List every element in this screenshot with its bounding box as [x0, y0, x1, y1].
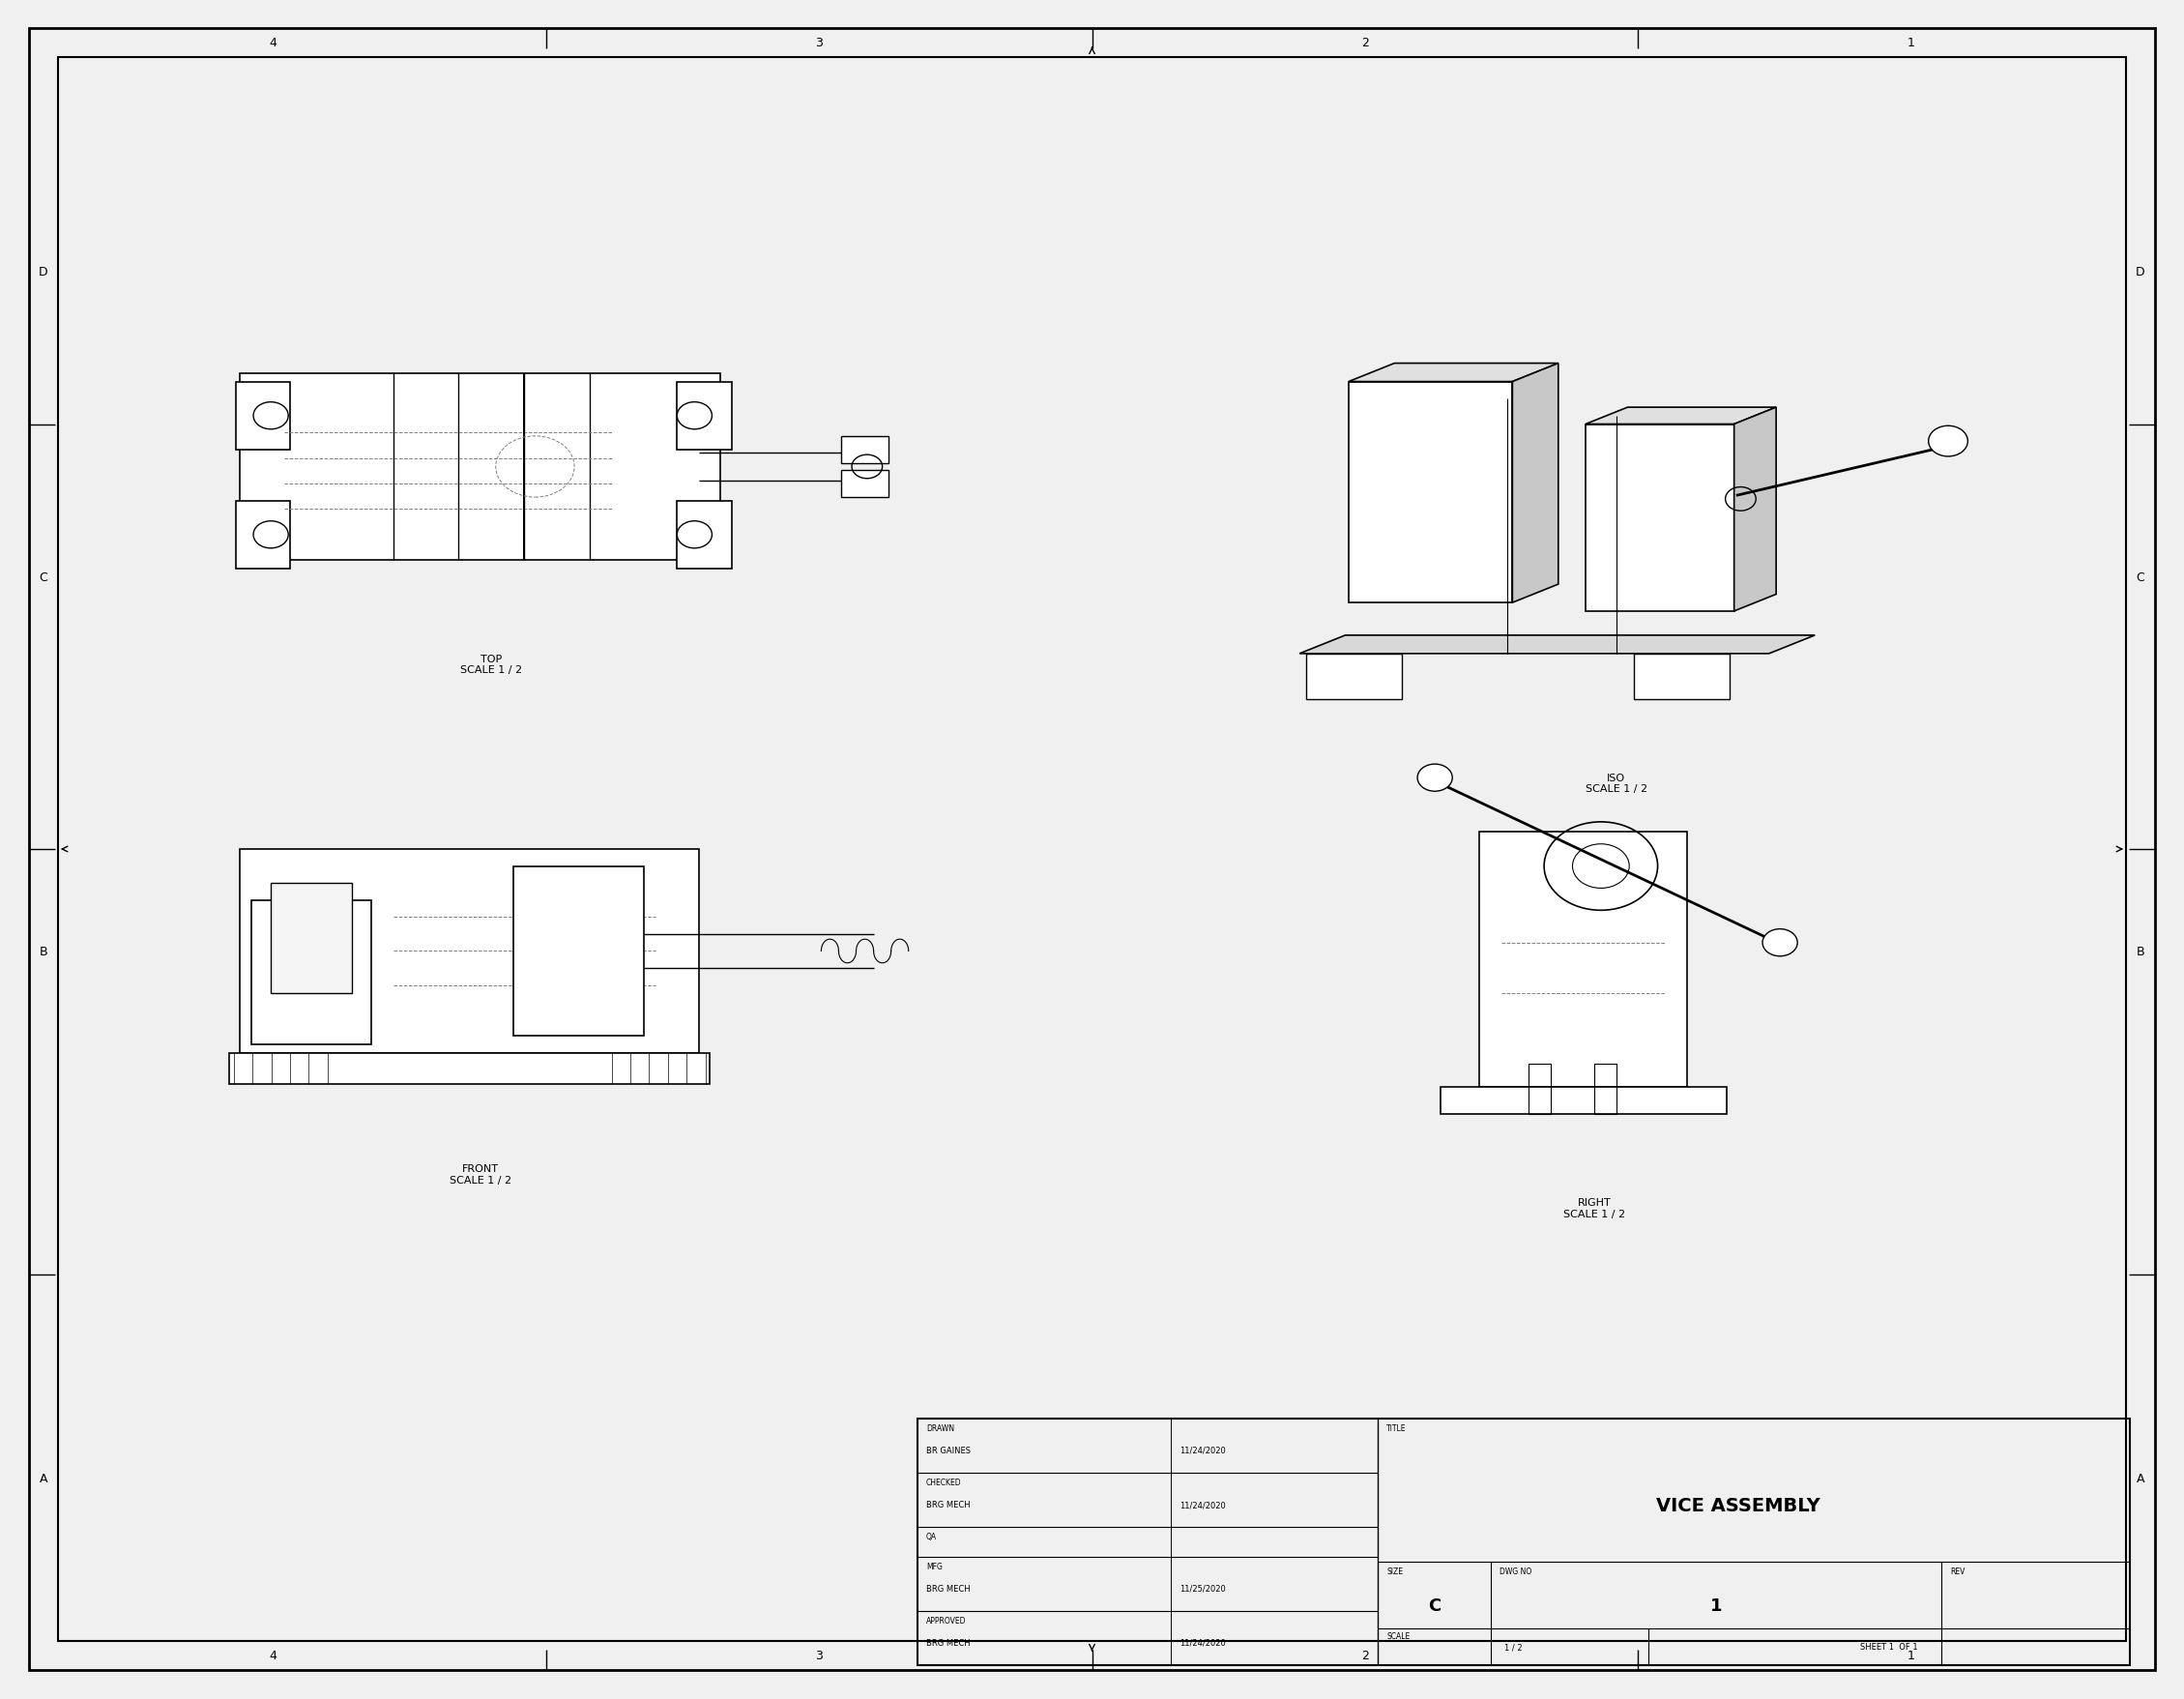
Bar	[677, 501, 732, 569]
Bar	[513, 866, 644, 1036]
Text: C: C	[1428, 1595, 1441, 1614]
Polygon shape	[1511, 364, 1559, 603]
Circle shape	[1928, 426, 1968, 457]
Text: BRG MECH: BRG MECH	[926, 1500, 970, 1509]
Text: 4: 4	[269, 37, 277, 49]
Polygon shape	[1586, 425, 1734, 612]
Text: VICE ASSEMBLY: VICE ASSEMBLY	[1655, 1495, 1821, 1514]
Text: MFG: MFG	[926, 1561, 941, 1570]
Text: QA: QA	[926, 1532, 937, 1541]
Text: 11/25/2020: 11/25/2020	[1179, 1583, 1225, 1592]
Text: SHEET 1  OF 1: SHEET 1 OF 1	[1861, 1643, 1918, 1651]
Text: TITLE: TITLE	[1387, 1424, 1406, 1432]
Text: C: C	[39, 571, 48, 584]
Text: DWG NO: DWG NO	[1500, 1566, 1531, 1575]
Circle shape	[1417, 765, 1452, 792]
Bar	[677, 382, 732, 450]
Text: BRG MECH: BRG MECH	[926, 1638, 970, 1646]
Text: B: B	[39, 945, 48, 958]
Text: APPROVED: APPROVED	[926, 1616, 965, 1624]
Polygon shape	[1350, 364, 1559, 382]
Bar	[251, 900, 371, 1045]
Polygon shape	[1306, 654, 1402, 700]
Text: CHECKED: CHECKED	[926, 1478, 961, 1487]
Polygon shape	[1634, 654, 1730, 700]
Text: 11/24/2020: 11/24/2020	[1179, 1638, 1225, 1646]
Bar	[841, 437, 889, 464]
Bar	[917, 1419, 2129, 1665]
Text: FRONT
SCALE 1 / 2: FRONT SCALE 1 / 2	[450, 1164, 511, 1184]
Text: C: C	[2136, 571, 2145, 584]
Text: 1: 1	[1907, 1650, 1915, 1662]
Polygon shape	[1586, 408, 1776, 425]
Bar	[240, 850, 699, 1053]
Text: BR GAINES: BR GAINES	[926, 1446, 970, 1454]
Text: 1: 1	[1710, 1595, 1723, 1614]
Text: SIZE: SIZE	[1387, 1566, 1402, 1575]
Text: RIGHT
SCALE 1 / 2: RIGHT SCALE 1 / 2	[1564, 1198, 1625, 1218]
Text: REV: REV	[1950, 1566, 1966, 1575]
Text: 2: 2	[1361, 37, 1369, 49]
Text: ISO
SCALE 1 / 2: ISO SCALE 1 / 2	[1586, 773, 1647, 793]
Text: 3: 3	[815, 37, 823, 49]
Bar	[841, 471, 889, 498]
Bar	[229, 1053, 710, 1084]
Bar	[1594, 1064, 1616, 1115]
Polygon shape	[1350, 382, 1511, 603]
Bar	[240, 374, 721, 561]
Bar	[236, 501, 290, 569]
Text: DRAWN: DRAWN	[926, 1424, 954, 1432]
Text: A: A	[2136, 1471, 2145, 1485]
Text: 11/24/2020: 11/24/2020	[1179, 1446, 1225, 1454]
Text: D: D	[39, 265, 48, 279]
Text: 3: 3	[815, 1650, 823, 1662]
Bar	[1529, 1064, 1551, 1115]
Bar	[271, 883, 352, 994]
Bar	[236, 382, 290, 450]
Text: 4: 4	[269, 1650, 277, 1662]
Bar	[1481, 833, 1688, 1087]
Polygon shape	[1734, 408, 1776, 612]
Text: TOP
SCALE 1 / 2: TOP SCALE 1 / 2	[461, 654, 522, 675]
Text: A: A	[39, 1471, 48, 1485]
Text: B: B	[2136, 945, 2145, 958]
Polygon shape	[1299, 635, 1815, 654]
Text: 1: 1	[1907, 37, 1915, 49]
Text: 11/24/2020: 11/24/2020	[1179, 1500, 1225, 1509]
Text: SCALE: SCALE	[1387, 1631, 1411, 1640]
Text: 1 / 2: 1 / 2	[1505, 1643, 1522, 1651]
Text: D: D	[2136, 265, 2145, 279]
Bar	[1441, 1087, 1728, 1115]
Text: BRG MECH: BRG MECH	[926, 1583, 970, 1592]
Text: 2: 2	[1361, 1650, 1369, 1662]
Circle shape	[1762, 929, 1797, 957]
